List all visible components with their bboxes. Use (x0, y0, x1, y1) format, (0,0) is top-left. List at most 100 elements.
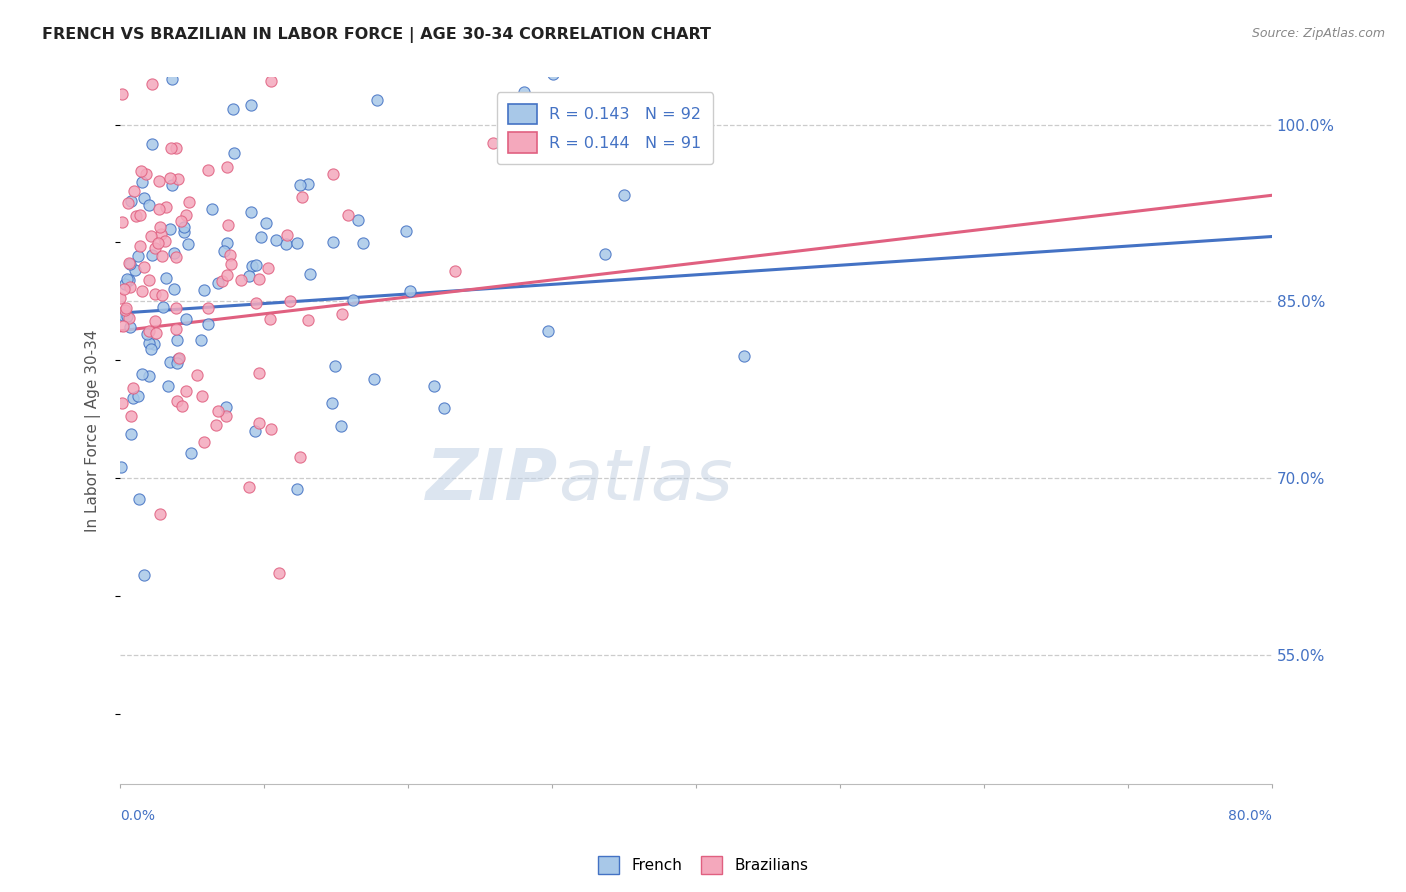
Point (193, 283, 215, 297)
Point (165, 141, 187, 155)
Point (242, 259, 264, 273)
Point (613, 188, 636, 202)
Y-axis label: In Labor Force | Age 30-34: In Labor Force | Age 30-34 (86, 330, 101, 533)
Point (149, 227, 172, 241)
Point (120, 194, 142, 208)
Point (245, 296, 267, 310)
Point (132, 260, 155, 274)
Point (162, 178, 184, 192)
Point (215, 268, 238, 282)
Point (166, 356, 188, 370)
Point (128, 208, 150, 222)
Point (240, 205, 263, 219)
Point (159, 355, 181, 369)
Point (197, 162, 219, 177)
Point (290, 450, 312, 464)
Point (127, 388, 149, 402)
Point (342, 293, 364, 307)
Point (121, 381, 143, 395)
Point (612, 141, 634, 155)
Point (247, 417, 270, 431)
Point (156, 379, 179, 393)
Point (131, 176, 153, 190)
Point (266, 233, 288, 247)
Point (114, 301, 136, 316)
Point (141, 78, 163, 92)
Point (159, 141, 181, 155)
Point (135, 50, 157, 64)
Point (115, 309, 138, 323)
Point (363, 372, 385, 386)
Text: ZIP: ZIP (426, 446, 558, 515)
Point (141, 248, 163, 262)
Point (176, 236, 198, 251)
Point (219, 248, 242, 262)
Point (170, 214, 193, 228)
Point (443, 263, 465, 277)
Point (173, 219, 195, 234)
Point (347, 213, 370, 227)
Point (167, 351, 190, 366)
Point (238, 480, 260, 494)
Point (366, 93, 388, 107)
Point (254, 216, 277, 230)
Point (118, 280, 141, 294)
Point (337, 208, 360, 222)
Point (186, 368, 208, 383)
Point (212, 244, 235, 258)
Point (274, 237, 297, 252)
Point (297, 312, 319, 326)
Point (222, 102, 245, 116)
Point (322, 167, 344, 181)
Point (537, 324, 560, 338)
Point (143, 241, 166, 255)
Point (197, 317, 219, 331)
Point (165, 250, 187, 264)
Point (155, 271, 177, 285)
Point (172, 399, 194, 413)
Point (128, 491, 150, 506)
Point (150, 288, 173, 302)
Point (190, 333, 212, 347)
Point (733, 349, 755, 363)
Point (322, 235, 344, 249)
Point (114, 302, 136, 317)
Point (475, 3, 498, 17)
Point (217, 160, 239, 174)
Point (138, 369, 160, 384)
Point (111, 318, 134, 333)
Point (219, 257, 242, 271)
Point (118, 273, 141, 287)
Point (165, 301, 187, 315)
Point (152, 300, 174, 314)
Point (276, 228, 298, 243)
Point (298, 267, 321, 281)
Point (166, 333, 188, 347)
Point (149, 507, 172, 521)
Point (118, 256, 141, 270)
Point (163, 282, 186, 296)
Point (285, 235, 308, 250)
Point (260, 74, 283, 88)
Point (257, 260, 280, 275)
Text: 80.0%: 80.0% (1227, 809, 1272, 823)
Point (122, 391, 145, 405)
Point (278, 294, 301, 309)
Point (191, 388, 214, 402)
Point (134, 191, 156, 205)
Point (127, 249, 149, 263)
Point (291, 190, 314, 204)
Point (243, 424, 266, 438)
Point (138, 272, 160, 286)
Point (111, 87, 134, 101)
Text: FRENCH VS BRAZILIAN IN LABOR FORCE | AGE 30-34 CORRELATION CHART: FRENCH VS BRAZILIAN IN LABOR FORCE | AGE… (42, 27, 711, 43)
Point (131, 367, 153, 381)
Legend: French, Brazilians: French, Brazilians (592, 850, 814, 880)
Point (136, 326, 159, 341)
Point (129, 163, 152, 178)
Point (245, 258, 267, 272)
Point (217, 218, 239, 232)
Point (176, 209, 198, 223)
Point (134, 568, 156, 582)
Point (163, 245, 186, 260)
